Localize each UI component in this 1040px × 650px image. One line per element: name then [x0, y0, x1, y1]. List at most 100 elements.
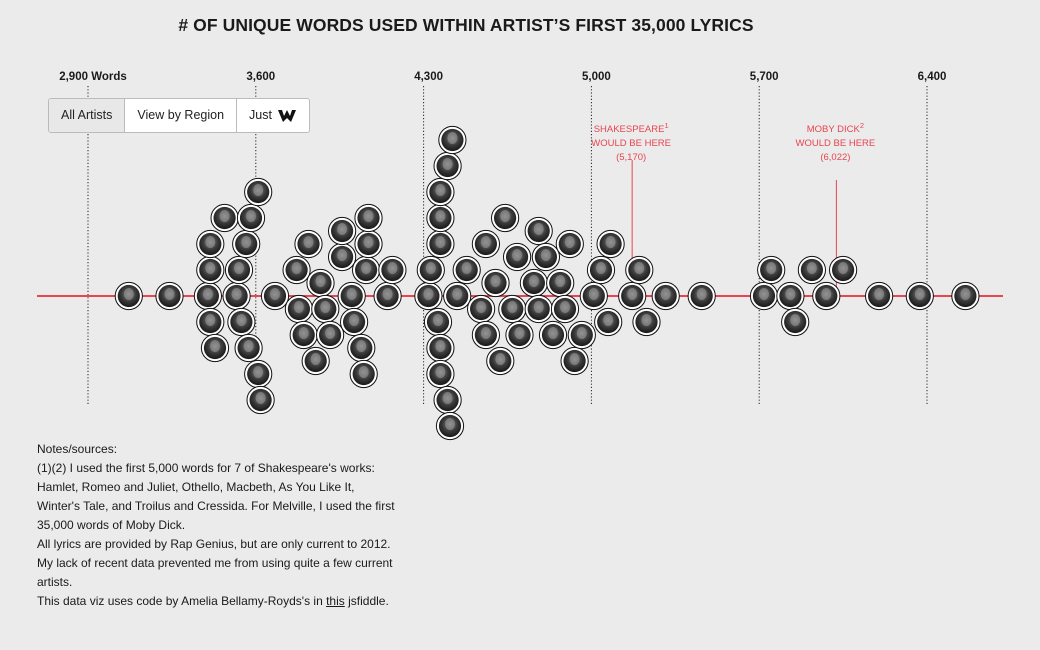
artist-bubble[interactable]: [567, 320, 596, 350]
artist-bubble[interactable]: [951, 281, 980, 311]
artist-bubble[interactable]: [505, 320, 534, 350]
artist-bubble[interactable]: [781, 307, 810, 337]
artist-bubble[interactable]: [797, 255, 827, 285]
artist-bubble[interactable]: [236, 203, 266, 233]
artist-bubble[interactable]: [632, 307, 661, 337]
all-artists-button[interactable]: All Artists: [49, 99, 126, 132]
face-highlight: [696, 288, 707, 300]
face-highlight: [495, 353, 506, 365]
artist-bubble[interactable]: [481, 268, 510, 298]
artist-bubble[interactable]: [260, 281, 290, 311]
artist-bubble[interactable]: [524, 294, 553, 324]
artist-bubble[interactable]: [155, 281, 184, 311]
artist-bubble[interactable]: [443, 281, 472, 311]
artist-bubble[interactable]: [114, 281, 143, 311]
artist-bubble[interactable]: [579, 281, 608, 311]
artist-bubble[interactable]: [435, 411, 465, 441]
artist-bubble[interactable]: [550, 294, 580, 324]
artist-bubble[interactable]: [337, 281, 366, 311]
artist-bubble[interactable]: [354, 203, 383, 233]
artist-bubble[interactable]: [538, 320, 568, 350]
artist-bubble[interactable]: [546, 268, 575, 298]
view-toggle-group: All Artists View by Region Just: [48, 98, 310, 133]
artist-bubble[interactable]: [438, 125, 467, 155]
artist-bubble[interactable]: [200, 333, 230, 363]
artist-bubble[interactable]: [416, 255, 445, 285]
face-highlight: [445, 418, 455, 430]
artist-bubble[interactable]: [864, 281, 894, 311]
artist-bubble[interactable]: [423, 307, 453, 337]
artist-bubble[interactable]: [651, 281, 680, 311]
artist-bubble[interactable]: [354, 229, 383, 259]
artist-bubble[interactable]: [426, 229, 455, 259]
artist-bubble[interactable]: [328, 216, 357, 246]
artist-bubble[interactable]: [244, 359, 273, 389]
artist-bubble[interactable]: [625, 255, 654, 285]
artist-bubble[interactable]: [524, 216, 553, 246]
artist-bubble[interactable]: [196, 255, 225, 285]
just-wu-tang-button[interactable]: Just: [237, 99, 309, 132]
artist-bubble[interactable]: [531, 242, 561, 272]
artist-bubble[interactable]: [414, 281, 443, 311]
artist-bubble[interactable]: [486, 346, 515, 376]
artist-bubble[interactable]: [316, 320, 345, 350]
artist-bubble[interactable]: [244, 177, 273, 207]
jsfiddle-link[interactable]: this: [326, 594, 345, 608]
artist-bubble[interactable]: [193, 281, 222, 311]
face-highlight: [766, 262, 777, 274]
artist-bubble[interactable]: [210, 203, 239, 233]
notes-heading: Notes/sources:: [37, 442, 118, 456]
face-highlight: [219, 210, 230, 222]
artist-bubble[interactable]: [294, 229, 323, 259]
view-by-region-button[interactable]: View by Region: [125, 99, 238, 132]
artist-bubble[interactable]: [246, 385, 275, 415]
artist-bubble[interactable]: [586, 255, 616, 285]
artist-bubble[interactable]: [306, 268, 335, 298]
artist-bubble[interactable]: [498, 294, 527, 324]
artist-bubble[interactable]: [596, 229, 625, 259]
artist-bubble[interactable]: [224, 255, 254, 285]
artist-bubble[interactable]: [340, 307, 369, 337]
artist-bubble[interactable]: [452, 255, 481, 285]
artist-bubble[interactable]: [426, 177, 455, 207]
artist-bubble[interactable]: [289, 320, 318, 350]
artist-bubble[interactable]: [378, 255, 407, 285]
artist-bubble[interactable]: [373, 281, 402, 311]
artist-bubble[interactable]: [749, 281, 779, 311]
artist-bubble[interactable]: [519, 268, 549, 298]
artist-bubble[interactable]: [426, 359, 455, 389]
artist-bubble[interactable]: [232, 229, 261, 259]
artist-bubble[interactable]: [471, 229, 500, 259]
artist-bubble[interactable]: [426, 333, 455, 363]
artist-bubble[interactable]: [905, 281, 934, 311]
artist-bubble[interactable]: [757, 255, 786, 285]
artist-bubble[interactable]: [433, 151, 462, 181]
artist-bubble[interactable]: [352, 255, 381, 285]
artist-bubble[interactable]: [812, 281, 841, 311]
artist-bubble[interactable]: [222, 281, 251, 311]
artist-bubble[interactable]: [347, 333, 376, 363]
artist-bubble[interactable]: [776, 281, 805, 311]
artist-bubble[interactable]: [227, 307, 256, 337]
artist-bubble[interactable]: [560, 346, 589, 376]
artist-bubble[interactable]: [687, 281, 716, 311]
artist-bubble[interactable]: [828, 255, 858, 285]
artist-bubble[interactable]: [349, 359, 378, 389]
artist-bubble[interactable]: [618, 281, 647, 311]
artist-bubble[interactable]: [311, 294, 340, 324]
artist-bubble[interactable]: [234, 333, 263, 363]
artist-bubble[interactable]: [196, 229, 225, 259]
artist-bubble[interactable]: [433, 385, 462, 415]
artist-bubble[interactable]: [328, 242, 357, 272]
artist-bubble[interactable]: [471, 320, 500, 350]
artist-bubble[interactable]: [594, 307, 623, 337]
artist-bubble[interactable]: [301, 346, 330, 376]
artist-bubble[interactable]: [284, 294, 313, 324]
artist-bubble[interactable]: [502, 242, 532, 272]
artist-bubble[interactable]: [282, 255, 311, 285]
artist-bubble[interactable]: [426, 203, 455, 233]
artist-bubble[interactable]: [467, 294, 496, 324]
artist-bubble[interactable]: [555, 229, 584, 259]
artist-bubble[interactable]: [491, 203, 520, 233]
artist-bubble[interactable]: [196, 307, 225, 337]
